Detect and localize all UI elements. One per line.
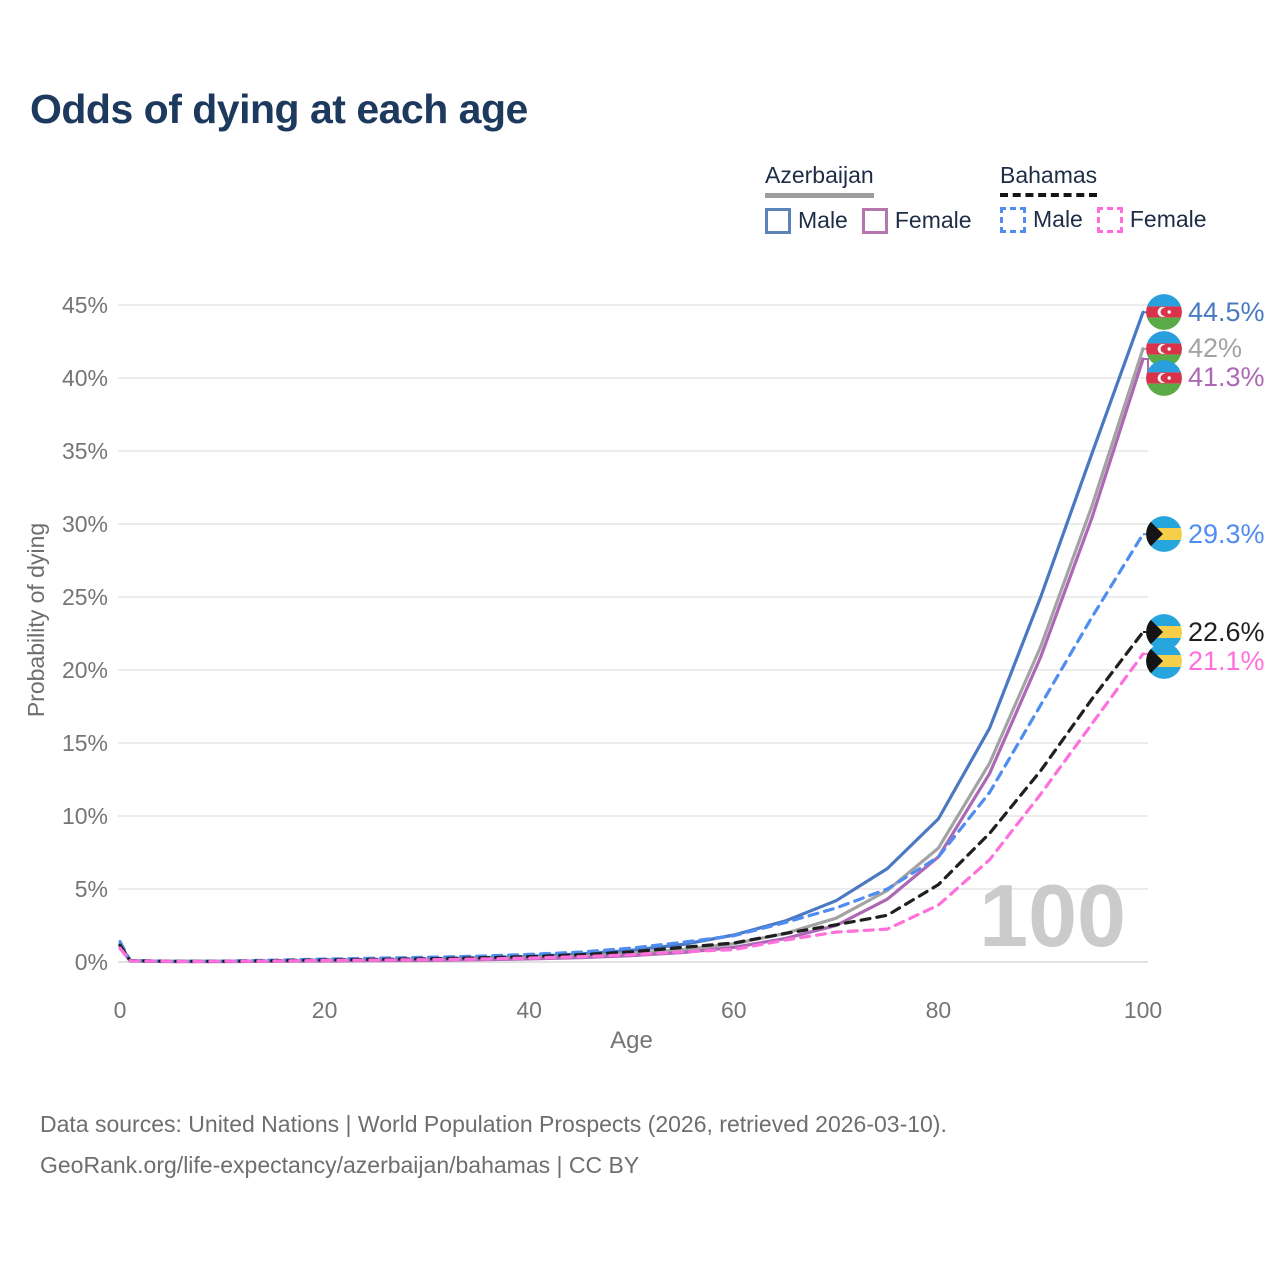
y-tick-label: 5%	[75, 876, 108, 902]
x-axis-title: Age	[610, 1027, 653, 1054]
legend-item-azerbaijan-female[interactable]: Female	[861, 207, 972, 234]
end-label-value: 21.1%	[1188, 645, 1265, 676]
legend-group-azerbaijan: Azerbaijan Male Female	[765, 162, 972, 234]
gridlines	[118, 304, 1148, 963]
end-label-bahamas-female: 21.1%	[1146, 643, 1265, 679]
legend-swatch-bahamas-female	[1096, 206, 1123, 233]
legend-country-bahamas[interactable]: Bahamas	[1000, 162, 1098, 197]
page-title: Odds of dying at each age	[30, 86, 528, 132]
end-label-value: 29.3%	[1188, 518, 1265, 549]
x-tick-label: 40	[516, 997, 542, 1023]
x-tick-label: 20	[312, 997, 338, 1023]
legend-swatch-bahamas-male	[1000, 206, 1026, 233]
bahamas-flag-icon	[1146, 643, 1182, 679]
y-tick-label: 40%	[62, 365, 108, 391]
end-label-value: 22.6%	[1188, 616, 1265, 647]
legend-label: Female	[894, 207, 972, 233]
legend-group-bahamas: Bahamas Male Female	[1000, 162, 1207, 233]
end-label-value: 44.5%	[1188, 296, 1265, 327]
legend-label: Male	[1033, 206, 1083, 232]
series-line-bahamas-male[interactable]	[118, 532, 1145, 963]
legend-label: Female	[1129, 206, 1207, 232]
footer-sources-line: Data sources: United Nations | World Pop…	[40, 1111, 947, 1137]
legend-item-bahamas-male[interactable]: Male	[1000, 206, 1083, 233]
footer: Data sources: United Nations | World Pop…	[40, 1104, 947, 1186]
y-tick-label: 25%	[62, 584, 108, 610]
end-label-value: 42%	[1188, 333, 1243, 364]
legend-swatch-azerbaijan-female	[861, 207, 888, 234]
legend-row: Male Female	[1000, 206, 1207, 233]
y-axis-tick-labels: 0% 5% 10% 15% 20% 25% 30% 35% 40% 45%	[62, 292, 108, 975]
y-tick-label: 20%	[62, 657, 108, 683]
x-tick-label: 0	[114, 997, 127, 1023]
end-label-azerbaijan-male: 44.5%	[1146, 294, 1265, 330]
x-axis-tick-labels: 0 20 40 60 80 100	[114, 997, 1163, 1023]
y-tick-label: 0%	[75, 949, 108, 975]
y-tick-label: 35%	[62, 438, 108, 464]
legend-country-azerbaijan[interactable]: Azerbaijan	[765, 162, 874, 198]
series-line-bahamas-female[interactable]	[118, 652, 1145, 964]
y-tick-label: 45%	[62, 292, 108, 318]
legend-label: Male	[798, 207, 848, 233]
x-tick-label: 100	[1124, 997, 1162, 1023]
y-tick-label: 10%	[62, 803, 108, 829]
azerbaijan-flag-icon	[1146, 360, 1182, 396]
end-label-value: 41.3%	[1188, 362, 1265, 393]
y-tick-label: 30%	[62, 511, 108, 537]
y-tick-label: 15%	[62, 730, 108, 756]
end-label-azerbaijan-female: 41.3%	[1146, 360, 1265, 396]
azerbaijan-flag-icon	[1146, 294, 1182, 330]
legend-swatch-azerbaijan-male	[765, 207, 791, 234]
legend-row: Male Female	[765, 207, 972, 234]
legend-item-azerbaijan-male[interactable]: Male	[765, 207, 848, 234]
x-tick-label: 80	[926, 997, 952, 1023]
x-tick-label: 60	[721, 997, 747, 1023]
legend-item-bahamas-female[interactable]: Female	[1096, 206, 1207, 233]
bahamas-flag-icon	[1146, 516, 1182, 552]
footer-attribution-line: GeoRank.org/life-expectancy/azerbaijan/b…	[40, 1152, 640, 1178]
series-line-azerbaijan-male[interactable]	[118, 310, 1145, 964]
y-axis-title: Probability of dying	[23, 523, 49, 717]
end-label-bahamas-male: 29.3%	[1146, 516, 1265, 552]
age-watermark: 100	[979, 866, 1126, 965]
